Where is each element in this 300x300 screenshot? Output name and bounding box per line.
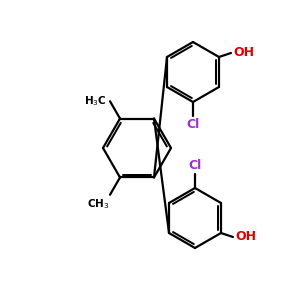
Text: OH: OH	[233, 46, 254, 59]
Text: Cl: Cl	[186, 118, 200, 131]
Text: Cl: Cl	[188, 159, 202, 172]
Text: CH$_3$: CH$_3$	[86, 197, 109, 211]
Text: H$_3$C: H$_3$C	[84, 94, 107, 108]
Text: OH: OH	[235, 230, 256, 244]
